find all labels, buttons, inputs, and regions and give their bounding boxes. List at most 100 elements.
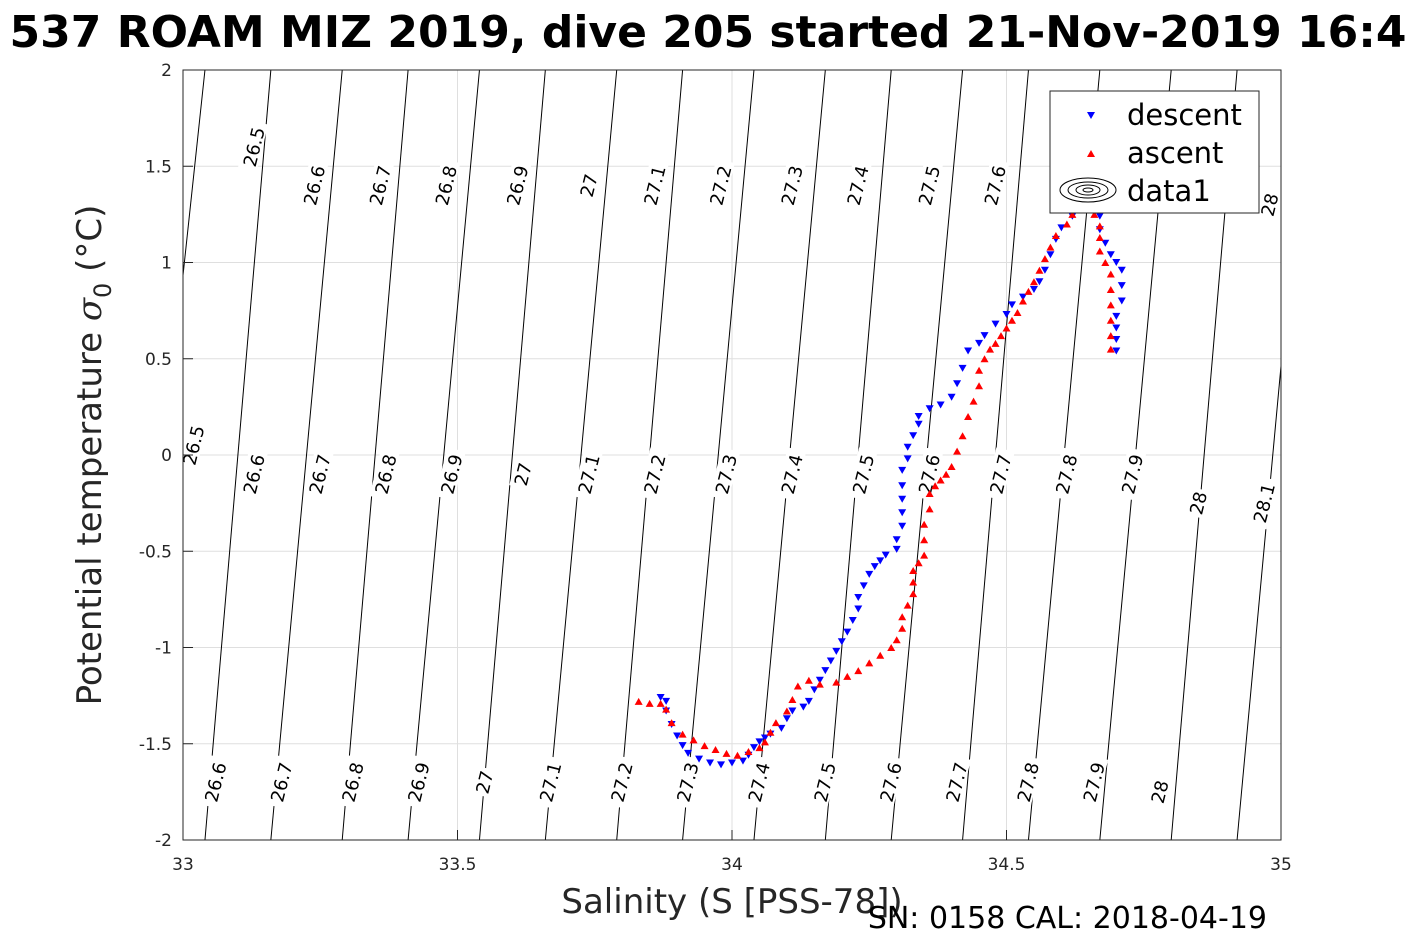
- descent-point: [695, 755, 704, 763]
- x-tick-label: 33: [172, 855, 194, 875]
- descent-point: [903, 455, 912, 463]
- x-tick-label: 33.5: [439, 855, 477, 875]
- ascent-point: [678, 730, 687, 738]
- y-axis-label-main: Potential temperature: [70, 321, 110, 705]
- ascent-point: [760, 738, 769, 746]
- descent-point: [859, 582, 868, 590]
- ascent-point: [909, 578, 918, 586]
- ascent-point: [1051, 232, 1060, 240]
- ascent-point: [1040, 255, 1049, 263]
- descent-point: [1095, 212, 1104, 220]
- ascent-point: [1101, 259, 1110, 266]
- ascent-point: [969, 397, 978, 405]
- descent-point: [799, 703, 808, 711]
- density-contour-line: [183, 70, 206, 281]
- descent-point: [898, 482, 907, 490]
- descent-point: [1002, 310, 1011, 318]
- y-tick-label: -0.5: [139, 542, 172, 562]
- descent-point: [848, 617, 857, 625]
- ascent-point: [766, 728, 775, 736]
- x-axis-label: Salinity (S [PSS-78]): [561, 882, 902, 922]
- descent-point: [678, 742, 687, 750]
- descent-point: [1112, 312, 1121, 320]
- legend-data1-label: data1: [1127, 174, 1211, 208]
- ascent-point: [892, 636, 901, 644]
- ascent-point: [793, 682, 802, 690]
- ascent-point: [958, 432, 967, 440]
- ascent-point: [914, 559, 923, 567]
- descent-point: [854, 605, 863, 613]
- ascent-point: [1018, 297, 1027, 305]
- descent-point: [832, 647, 841, 655]
- calibration-footer: SN: 0158 CAL: 2018-04-19: [868, 901, 1267, 936]
- ascent-point: [711, 746, 720, 754]
- ascent-point: [964, 413, 973, 420]
- ascent-point: [656, 699, 665, 707]
- descent-point: [991, 320, 1000, 328]
- descent-point: [673, 732, 682, 740]
- descent-point: [898, 509, 907, 517]
- descent-point: [1112, 336, 1121, 343]
- descent-point: [815, 676, 824, 684]
- ascent-point: [1106, 332, 1115, 340]
- descent-point: [1046, 251, 1055, 259]
- ascent-point: [1035, 266, 1044, 274]
- descent-point: [1112, 347, 1121, 355]
- ascent-point: [953, 447, 962, 455]
- density-contour-line: [544, 70, 618, 840]
- ascent-point: [991, 339, 1000, 347]
- ascent-point: [1106, 301, 1115, 309]
- ascent-point: [931, 482, 940, 490]
- legend-data1-marker: [1059, 177, 1117, 203]
- descent-point: [788, 707, 797, 715]
- ascent-point: [1007, 316, 1016, 324]
- descent-point: [865, 570, 874, 578]
- descent-point: [958, 364, 967, 372]
- descent-point: [876, 557, 885, 565]
- data-markers: [634, 201, 1126, 769]
- ascent-point: [975, 382, 984, 390]
- legend-descent-label: descent: [1127, 98, 1242, 132]
- descent-point: [980, 332, 989, 340]
- ascent-point: [722, 749, 731, 757]
- ascent-point: [1106, 316, 1115, 324]
- ascent-point: [843, 672, 852, 680]
- descent-point: [684, 749, 693, 757]
- ascent-point: [1062, 220, 1071, 228]
- descent-point: [717, 761, 726, 769]
- descent-point: [1101, 239, 1110, 247]
- descent-point: [898, 466, 907, 474]
- x-tick-label: 34: [721, 855, 743, 875]
- ascent-point: [1106, 285, 1115, 293]
- ascent-point: [975, 366, 984, 374]
- descent-point: [975, 339, 984, 347]
- descent-point: [1040, 266, 1049, 274]
- ascent-point: [1024, 287, 1033, 295]
- descent-point: [1029, 285, 1038, 293]
- density-contour-line: [341, 70, 409, 840]
- y-tick-label: -2: [155, 831, 172, 851]
- x-axis-ticks: 33 33.5 34 34.5 35: [172, 830, 1292, 875]
- y-axis-label: Potential temperature σ0 (°C): [70, 205, 117, 706]
- ascent-point: [1002, 324, 1011, 332]
- ascent-point: [887, 644, 896, 651]
- ascent-point: [634, 697, 643, 705]
- descent-point: [881, 551, 890, 559]
- descent-point: [1106, 251, 1115, 259]
- ascent-point: [733, 751, 742, 759]
- y-tick-label: 1: [161, 254, 172, 274]
- ascent-point: [1046, 243, 1055, 251]
- density-contour-line: [270, 70, 343, 840]
- descent-point: [749, 744, 758, 752]
- ascent-point: [744, 747, 753, 755]
- descent-point: [898, 495, 907, 503]
- y-axis-label-subscript: 0: [89, 283, 117, 298]
- y-tick-label: 0: [161, 446, 172, 466]
- x-tick-label: 34.5: [988, 855, 1026, 875]
- descent-point: [777, 724, 786, 732]
- descent-point: [755, 738, 764, 746]
- ascent-point: [997, 332, 1006, 340]
- descent-point: [1057, 224, 1066, 232]
- ascent-point: [1068, 210, 1077, 218]
